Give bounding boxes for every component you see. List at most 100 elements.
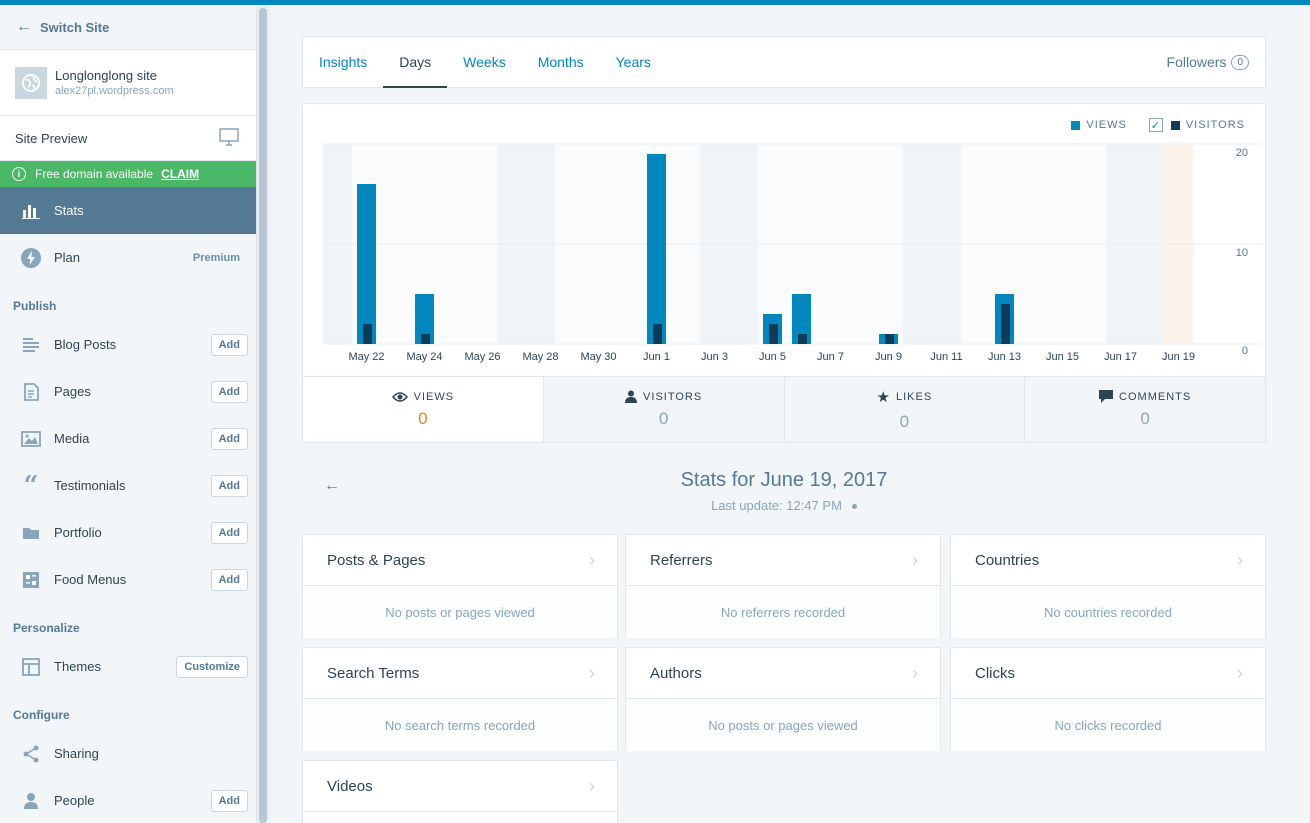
stats-bar-icon <box>20 200 42 222</box>
previous-day-arrow-icon[interactable]: ← <box>324 477 340 494</box>
period-tabs: Insights Days Weeks Months Years Followe… <box>302 36 1266 88</box>
views-bar <box>415 294 434 344</box>
module-empty-text: No clicks recorded <box>951 699 1265 751</box>
summary-comments[interactable]: COMMENTS 0 <box>1024 377 1265 442</box>
tab-months[interactable]: Months <box>537 54 584 70</box>
summary-views-label: VIEWS <box>413 390 455 403</box>
claim-link[interactable]: CLAIM <box>161 167 200 181</box>
free-domain-banner[interactable]: i Free domain available CLAIM <box>0 161 256 187</box>
sidebar-item-label: Media <box>54 431 90 446</box>
sidebar-item-portfolio[interactable]: Portfolio Add <box>0 509 256 556</box>
module-header[interactable]: Clicks › <box>951 648 1265 699</box>
sidebar-item-label: People <box>54 793 95 808</box>
module-empty-text: No countries recorded <box>951 586 1265 638</box>
summary-visitors[interactable]: VISITORS 0 <box>542 377 784 442</box>
x-tick-label: May 22 <box>348 351 384 363</box>
visitors-bar <box>421 334 430 344</box>
tab-insights[interactable]: Insights <box>319 54 368 70</box>
visitors-bar <box>798 334 807 344</box>
y-tick-label: 0 <box>1242 345 1248 357</box>
x-tick-label: Jun 15 <box>1046 351 1079 363</box>
customize-button[interactable]: Customize <box>176 655 248 678</box>
followers-link[interactable]: Followers 0 <box>1167 37 1265 87</box>
site-preview-item[interactable]: Site Preview <box>0 116 256 161</box>
switch-site-button[interactable]: ← Switch Site <box>0 5 256 50</box>
legend-views-label: VIEWS <box>1086 119 1127 131</box>
x-tick-label: May 30 <box>580 351 616 363</box>
site-url: alex27pl.wordpress.com <box>55 85 174 97</box>
module-title: Referrers <box>650 551 713 569</box>
site-preview-label: Site Preview <box>15 130 88 146</box>
free-domain-label: Free domain available <box>35 167 154 181</box>
x-tick-label: Jun 5 <box>759 351 786 363</box>
x-tick-label: Jun 11 <box>930 351 962 363</box>
tab-weeks[interactable]: Weeks <box>463 54 506 70</box>
chart-legend: VIEWS ✓ VISITORS <box>1049 118 1245 132</box>
sidebar-item-media[interactable]: Media Add <box>0 415 256 462</box>
chevron-right-icon: › <box>589 775 595 796</box>
sidebar-scrollbar-thumb[interactable] <box>259 8 267 823</box>
add-page-button[interactable]: Add <box>210 380 248 403</box>
views-bar <box>792 294 811 344</box>
sidebar-item-blog-posts[interactable]: Blog Posts Add <box>0 321 256 368</box>
person-icon <box>20 790 42 812</box>
plan-badge: Premium <box>192 251 240 264</box>
sidebar-item-label: Testimonials <box>54 478 126 493</box>
status-dot-icon <box>851 504 857 510</box>
module-header[interactable]: Countries › <box>951 535 1265 586</box>
legend-views: VIEWS <box>1071 119 1126 131</box>
legend-visitors-label: VISITORS <box>1185 119 1245 131</box>
module-header[interactable]: Posts & Pages › <box>303 535 617 586</box>
food-menu-icon <box>20 569 42 591</box>
monitor-icon <box>219 127 239 149</box>
back-arrow-icon: ← <box>16 18 32 35</box>
visitors-checkbox[interactable]: ✓ <box>1148 118 1163 132</box>
add-testimonial-button[interactable]: Add <box>210 474 248 497</box>
sidebar-item-sharing[interactable]: Sharing <box>0 730 256 777</box>
last-update: Last update: 12:47 PM <box>302 498 1266 513</box>
module-referrers: Referrers › No referrers recorded <box>625 534 941 638</box>
module-clicks: Clicks › No clicks recorded <box>950 647 1266 751</box>
summary-visitors-value: 0 <box>658 409 669 428</box>
stats-bar-chart[interactable]: 20 10 0 May 22 May 24 May 26 May 28 May 30 Jun 1… <box>303 104 1265 376</box>
module-title: Authors <box>650 664 702 682</box>
chevron-right-icon: › <box>589 662 595 683</box>
summary-views-value: 0 <box>418 408 428 428</box>
add-blog-post-button[interactable]: Add <box>210 333 248 356</box>
add-media-button[interactable]: Add <box>210 427 248 450</box>
module-header[interactable]: Referrers › <box>626 535 940 586</box>
switch-site-label: Switch Site <box>40 19 110 35</box>
media-image-icon <box>20 428 42 450</box>
summary-likes[interactable]: ★ LIKES 0 <box>783 377 1025 442</box>
plan-bolt-icon <box>20 247 42 269</box>
visitors-bar <box>653 324 662 344</box>
sidebar-item-food-menus[interactable]: Food Menus Add <box>0 556 256 603</box>
sidebar-item-stats[interactable]: Stats <box>0 187 256 234</box>
module-header[interactable]: Videos › <box>303 761 617 812</box>
sidebar: ← Switch Site Longlonglong site alex27pl… <box>0 5 256 823</box>
module-header[interactable]: Authors › <box>626 648 940 699</box>
visitors-bar <box>885 334 894 344</box>
module-empty-text: No search terms recorded <box>303 699 617 751</box>
tab-years[interactable]: Years <box>615 54 651 70</box>
sidebar-item-themes[interactable]: Themes Customize <box>0 643 256 690</box>
summary-visitors-label: VISITORS <box>643 390 703 403</box>
add-portfolio-button[interactable]: Add <box>210 521 248 544</box>
module-header[interactable]: Search Terms › <box>303 648 617 699</box>
sidebar-item-label: Portfolio <box>54 525 102 540</box>
site-card[interactable]: Longlonglong site alex27pl.wordpress.com <box>0 50 256 116</box>
sidebar-item-testimonials[interactable]: “ Testimonials Add <box>0 462 256 509</box>
module-title: Search Terms <box>327 664 420 682</box>
sidebar-item-label: Themes <box>54 659 101 674</box>
sidebar-item-people[interactable]: People Add <box>0 777 256 823</box>
add-person-button[interactable]: Add <box>210 789 248 812</box>
add-food-menu-button[interactable]: Add <box>210 568 248 591</box>
tab-days[interactable]: Days <box>383 37 448 88</box>
summary-views[interactable]: VIEWS 0 <box>303 377 543 442</box>
legend-visitors[interactable]: ✓ VISITORS <box>1148 118 1245 132</box>
module-search-terms: Search Terms › No search terms recorded <box>302 647 618 751</box>
summary-comments-label: COMMENTS <box>1119 390 1192 403</box>
sidebar-item-plan[interactable]: Plan Premium <box>0 234 256 281</box>
module-title: Videos <box>327 777 373 795</box>
sidebar-item-pages[interactable]: Pages Add <box>0 368 256 415</box>
